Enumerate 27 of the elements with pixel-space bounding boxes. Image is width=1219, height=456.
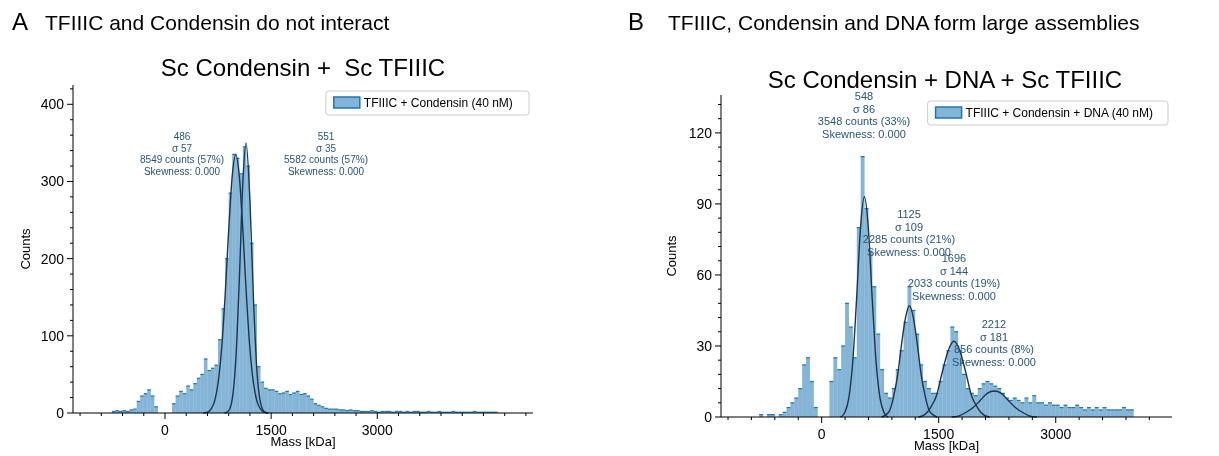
chart-title: TFIIIC and Condensin do not interact <box>45 11 390 34</box>
chart-subtitle: Sc Condensin + DNA + Sc TFIIIC <box>767 66 1123 93</box>
legend-label: TFIIIC + Condensin (40 nM) <box>363 96 513 110</box>
y-tick-label: 60 <box>696 266 713 283</box>
legend-label: TFIIIC + Condensin + DNA (40 nM) <box>965 106 1154 120</box>
annotation: 548 σ 86 3548 counts (33%) Skewness: 0.000 <box>817 90 911 140</box>
y-tick-label: 300 <box>40 173 65 190</box>
y-tick-label: 120 <box>688 124 713 141</box>
y-tick-label: 30 <box>696 337 713 354</box>
y-tick-label: 0 <box>704 409 713 425</box>
x-tick-label: 0 <box>161 422 170 438</box>
y-axis-title: Counts <box>664 234 679 277</box>
y-axis-title: Counts <box>18 227 33 270</box>
annotation: 486 σ 57 8549 counts (57%) Skewness: 0.000 <box>140 131 224 177</box>
x-tick-label: 3000 <box>361 422 394 438</box>
y-tick-label: 200 <box>40 250 65 267</box>
y-tick-label: 400 <box>40 96 65 113</box>
x-tick-label: 0 <box>817 426 826 442</box>
y-tick-label: 90 <box>696 195 713 212</box>
text: A <box>12 8 29 35</box>
x-tick-label: 3000 <box>1040 426 1072 442</box>
annotation: 551 σ 35 5582 counts (57%) Skewness: 0.000 <box>284 131 368 177</box>
y-tick-label: 100 <box>40 327 65 344</box>
y-tick-label: 0 <box>56 405 65 421</box>
text: B <box>628 8 645 35</box>
chart-subtitle: Sc Condensin + Sc TFIIIC <box>160 54 446 81</box>
chart-title: TFIIIC, Condensin and DNA form large assemblies <box>668 11 1140 34</box>
